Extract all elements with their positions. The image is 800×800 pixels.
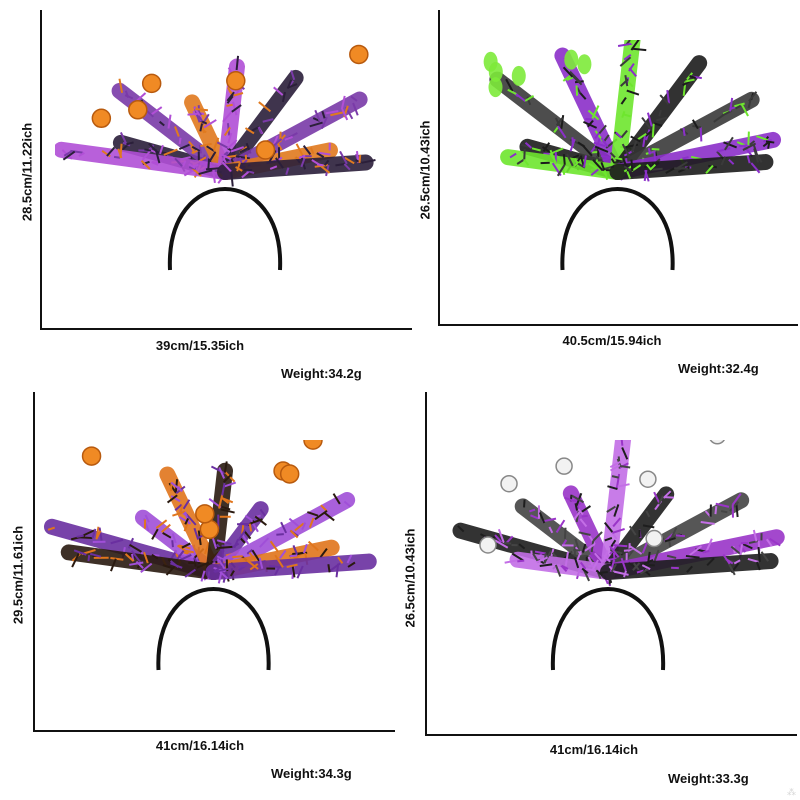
pumpkin-ornament (195, 504, 215, 524)
pumpkin-ornament (303, 440, 323, 450)
weight-label: Weight:34.2g (281, 366, 362, 381)
pumpkin-ornament (128, 100, 148, 120)
tinsel-branch (217, 150, 376, 187)
headband-arc (550, 587, 666, 671)
pumpkin-ornament (349, 44, 369, 65)
height-label: 28.5cm/11.22ich (19, 122, 35, 222)
skull-ornament (709, 440, 725, 445)
skull-ornament (555, 457, 573, 475)
pumpkin-ornament (81, 446, 102, 466)
dimension-frame (425, 392, 797, 736)
pumpkin-ornament (141, 73, 162, 94)
weight-label: Weight:33.3g (668, 771, 749, 786)
pumpkin-ornament (226, 71, 246, 91)
width-label: 40.5cm/15.94ich (562, 333, 662, 348)
headband-photo (452, 440, 785, 671)
width-label: 41cm/16.14ich (155, 738, 245, 753)
tinsel-branch (600, 546, 779, 580)
tinsel-branch (609, 55, 708, 180)
height-label: 29.5cm/11.61ich (10, 525, 26, 625)
height-label: 26.5cm/10.43ich (417, 120, 433, 220)
width-label: 39cm/15.35ich (155, 338, 245, 353)
headband-photo (483, 40, 782, 271)
pumpkin-ornament (255, 140, 276, 160)
tinsel-branch (55, 141, 233, 180)
dimension-frame (33, 392, 395, 732)
ghost-ornament (511, 65, 526, 86)
height-label: 26.5cm/10.43ich (402, 528, 418, 628)
skull-ornament (645, 529, 663, 548)
weight-label: Weight:32.4g (678, 361, 759, 376)
headband-arc (560, 187, 675, 271)
dimension-frame (40, 10, 412, 330)
skull-ornament (479, 536, 497, 554)
pumpkin-ornament (91, 108, 112, 129)
ghost-ornament (488, 77, 503, 98)
width-label: 41cm/16.14ich (549, 742, 639, 757)
tinsel-branch (205, 553, 377, 584)
dimension-frame (438, 10, 798, 326)
tinsel-branch (609, 148, 774, 182)
skull-ornament (639, 470, 657, 488)
headband-arc (167, 187, 283, 271)
headband-photo (55, 44, 376, 271)
headband-photo (43, 440, 377, 671)
ghost-ornament (488, 61, 503, 82)
pumpkin-ornament (279, 464, 300, 484)
weight-label: Weight:34.3g (271, 766, 352, 781)
ghost-ornament (564, 49, 579, 70)
skull-ornament (500, 474, 518, 493)
tinsel-branch (500, 148, 626, 181)
headband-arc (156, 587, 271, 671)
ghost-ornament (577, 54, 592, 75)
watermark: ⁂ (787, 787, 796, 797)
